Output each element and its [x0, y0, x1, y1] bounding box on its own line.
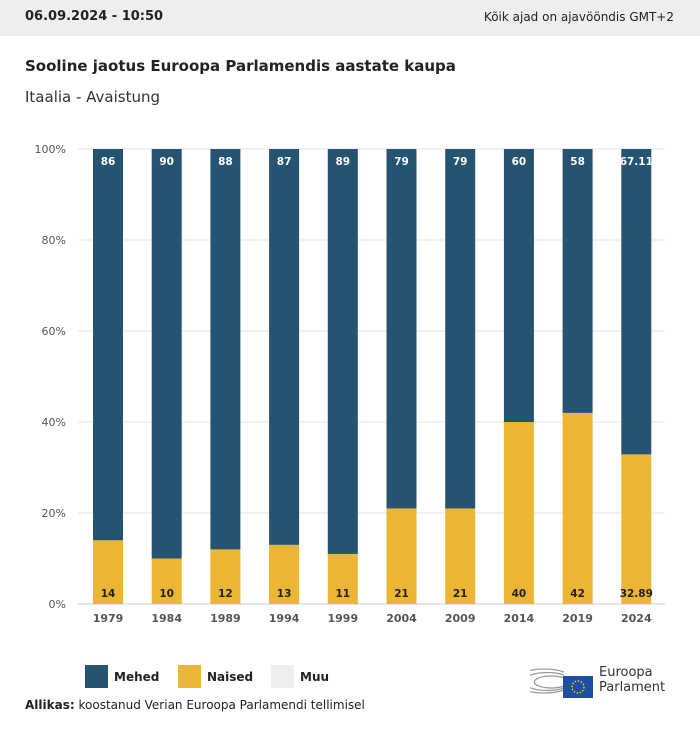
- data-label-mehed: 87: [277, 156, 292, 168]
- data-label-mehed: 88: [218, 156, 233, 168]
- x-tick-label: 1994: [269, 612, 300, 625]
- bar-naised[interactable]: [386, 508, 417, 604]
- bar-naised[interactable]: [210, 549, 241, 604]
- bar-naised[interactable]: [621, 454, 652, 604]
- data-label-mehed: 79: [453, 156, 468, 168]
- bar-mehed[interactable]: [93, 149, 123, 541]
- bar-naised[interactable]: [327, 553, 358, 604]
- legend-item-muu[interactable]: Muu: [271, 665, 364, 688]
- bar-mehed[interactable]: [445, 149, 476, 509]
- bar-mehed[interactable]: [562, 149, 593, 413]
- x-tick-label: 1984: [151, 612, 182, 625]
- data-label-naised: 42: [570, 588, 585, 600]
- y-tick-label: 40%: [42, 416, 66, 429]
- bar-mehed[interactable]: [269, 149, 300, 545]
- y-tick-label: 100%: [35, 143, 66, 156]
- bar-mehed[interactable]: [386, 149, 417, 509]
- y-tick-label: 20%: [42, 507, 66, 520]
- y-tick-label: 80%: [42, 234, 66, 247]
- data-label-mehed: 67.11: [620, 156, 653, 168]
- bar-mehed[interactable]: [151, 149, 182, 559]
- legend-label: Mehed: [114, 669, 160, 684]
- bar-mehed[interactable]: [621, 149, 652, 455]
- chart-subtitle: Itaalia - Avaistung: [25, 88, 161, 106]
- data-label-naised: 13: [277, 588, 292, 600]
- legend-label: Muu: [300, 669, 330, 684]
- data-label-naised: 40: [512, 588, 527, 600]
- bar-naised[interactable]: [93, 540, 123, 604]
- bar-mehed[interactable]: [327, 149, 358, 554]
- bar-naised[interactable]: [503, 422, 534, 604]
- timezone-note: Kõik ajad on ajavööndis GMT+2: [483, 10, 674, 24]
- legend: Mehed Naised Muu: [85, 665, 364, 688]
- legend-swatch: [85, 665, 108, 688]
- data-label-mehed: 90: [159, 156, 174, 168]
- y-tick-label: 60%: [42, 325, 66, 338]
- data-label-mehed: 79: [394, 156, 409, 168]
- header-bar: 06.09.2024 - 10:50 Kõik ajad on ajavöönd…: [0, 0, 700, 36]
- source-text: koostanud Verian Euroopa Parlamendi tell…: [78, 698, 365, 712]
- logo-line1: Euroopa: [599, 665, 653, 680]
- data-label-mehed: 86: [101, 156, 116, 168]
- data-label-naised: 10: [159, 588, 174, 600]
- data-label-naised: 14: [101, 588, 116, 600]
- x-tick-label: 1989: [210, 612, 241, 625]
- datetime: 06.09.2024 - 10:50: [25, 9, 164, 24]
- bar-mehed[interactable]: [210, 149, 241, 550]
- x-tick-label: 1979: [93, 612, 124, 625]
- x-tick-label: 2019: [562, 612, 593, 625]
- hemicycle-icon: [530, 668, 593, 698]
- legend-label: Naised: [207, 669, 254, 684]
- data-label-naised: 21: [394, 588, 409, 600]
- x-tick-label: 2004: [386, 612, 417, 625]
- bar-mehed[interactable]: [503, 149, 534, 422]
- legend-swatch: [178, 665, 201, 688]
- chart-title: Sooline jaotus Euroopa Parlamendis aasta…: [25, 57, 456, 75]
- data-label-mehed: 58: [570, 156, 585, 168]
- legend-item-mehed[interactable]: Mehed: [85, 665, 178, 688]
- source-label: Allikas:: [25, 698, 75, 712]
- data-label-naised: 32.89: [620, 588, 653, 600]
- data-label-naised: 21: [453, 588, 468, 600]
- x-tick-label: 2009: [445, 612, 476, 625]
- legend-swatch: [271, 665, 294, 688]
- x-tick-label: 2014: [504, 612, 535, 625]
- x-tick-label: 2024: [621, 612, 652, 625]
- bar-naised[interactable]: [269, 544, 300, 604]
- bar-naised[interactable]: [562, 412, 593, 604]
- source-note: Allikas: koostanud Verian Euroopa Parlam…: [25, 698, 365, 712]
- y-tick-label: 0%: [49, 598, 66, 611]
- data-label-naised: 12: [218, 588, 233, 600]
- chart-area: 0% 20% 40% 60% 80% 100% 86 14 1979 90 10 1984 88 12 19…: [35, 143, 665, 625]
- bar-naised[interactable]: [151, 558, 182, 605]
- logo-line2: Parlament: [599, 680, 666, 695]
- data-label-mehed: 89: [335, 156, 350, 168]
- bar-naised[interactable]: [445, 508, 476, 604]
- ep-logo: Euroopa Parlament: [530, 660, 665, 700]
- data-label-mehed: 60: [512, 156, 527, 168]
- legend-item-naised[interactable]: Naised: [178, 665, 271, 688]
- data-label-naised: 11: [335, 588, 350, 600]
- x-tick-label: 1999: [327, 612, 358, 625]
